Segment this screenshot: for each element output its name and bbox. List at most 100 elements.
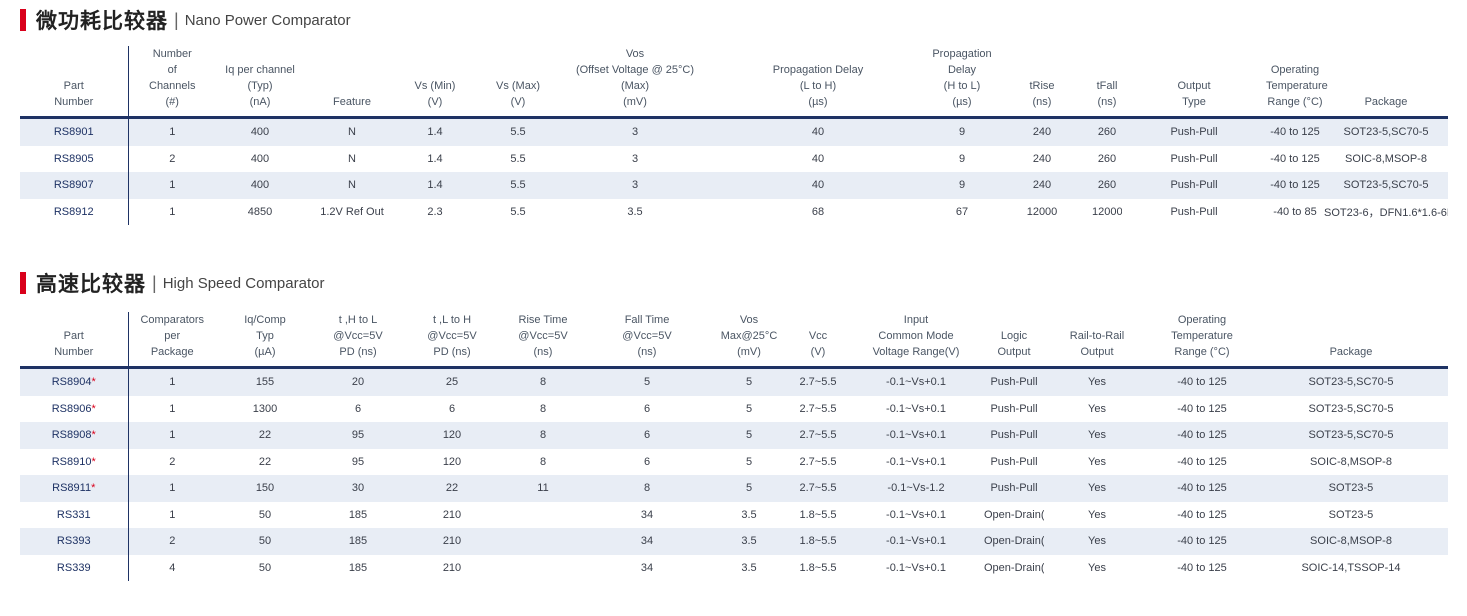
table-cell: 8 — [502, 422, 584, 449]
part-number-cell: RS8901 — [20, 117, 129, 146]
table-cell: 5.5 — [510, 152, 526, 165]
table-cell: SOT23-5,SC70-5 — [1254, 367, 1448, 396]
table-row: RS8905 2 400 N 1.4 5.5 3 40 9 240 260 Push-Pull -40 … — [20, 145, 1448, 172]
nano-header-row: Part Number Number of Channels (#) Iq per … — [20, 46, 1448, 118]
part-number-cell: RS8911* — [20, 475, 129, 502]
table-cell: N — [304, 117, 400, 146]
table-cell: 34 — [584, 528, 710, 555]
table-cell: 4 — [169, 561, 176, 574]
table-cell: 95 — [351, 455, 365, 468]
table-cell: 1 — [128, 172, 216, 199]
table-cell: -40 to 85 — [1273, 205, 1317, 218]
part-number-cell: RS8908* — [20, 422, 129, 449]
column-header: Logic Output — [997, 330, 1031, 358]
table-cell: 11 — [502, 475, 584, 502]
table-cell: 30 — [314, 475, 402, 502]
table-cell: -40 to 125 — [1150, 422, 1254, 449]
table-row: RS8910* 2 22 95 120 8 6 5 2.7~5.5 -0.1~Vs+0.1 Push… — [20, 448, 1448, 475]
table-cell: 22 — [216, 422, 314, 449]
table-cell: 5 — [710, 367, 788, 396]
column-header: Vs (Max) (V) — [496, 80, 540, 108]
table-cell: Push-Pull — [990, 455, 1038, 468]
part-number: RS8912 — [53, 205, 94, 218]
table-cell: 260 — [1092, 117, 1122, 146]
part-number-cell: RS8906* — [20, 395, 129, 422]
table-cell: 34 — [640, 561, 654, 574]
table-cell: 40 — [704, 172, 932, 199]
highspeed-title-cn: 高速比较器 — [36, 272, 146, 296]
table-cell: Open-Drain(NFET) — [984, 528, 1044, 555]
table-cell: Yes — [1088, 561, 1106, 574]
part-number: RS8907 — [53, 179, 94, 192]
table-cell: SOIC-8,MSOP-8 — [1310, 455, 1392, 468]
table-cell: 8 — [584, 475, 710, 502]
footnote-star: * — [91, 455, 96, 468]
table-cell: 2.7~5.5 — [788, 475, 848, 502]
table-row: RS8906* 1 1300 6 6 8 6 5 2.7~5.5 -0.1~Vs+0.1 Push-… — [20, 395, 1448, 422]
table-cell: 1.4 — [400, 117, 470, 146]
table-cell: 5 — [710, 475, 788, 502]
table-cell: 1 — [169, 402, 176, 415]
table-cell: -40 to 125 — [1177, 455, 1227, 468]
table-cell: 1 — [128, 367, 216, 396]
table-cell: -40 to 125 — [1177, 508, 1227, 521]
table-cell: -0.1~Vs-1.2 — [848, 475, 984, 502]
table-cell: 5.5 — [470, 117, 566, 146]
table-cell: SOT23-6，DFN1.6*1.6-6L — [1324, 206, 1448, 219]
high-speed-table: Part Number Comparators per Package Iq/Com… — [20, 312, 1448, 581]
table-cell: 1300 — [252, 402, 278, 415]
table-cell: 6 — [643, 402, 651, 415]
table-cell: -40 to 125 — [1150, 367, 1254, 396]
table-cell: SOIC-8,MSOP-8 — [1254, 528, 1448, 555]
table-cell: 1 — [128, 422, 216, 449]
table-cell: 68 — [811, 205, 825, 218]
table-cell: 2.7~5.5 — [788, 422, 848, 449]
column-header: Number of Channels (#) — [149, 48, 196, 108]
table-row: RS331 1 50 185 210 34 3.5 1.8~5.5 -0.1~Vs+0.1 Ope… — [20, 501, 1448, 529]
table-cell: 9 — [932, 117, 992, 146]
table-cell: -40 to 125 — [1270, 152, 1320, 165]
table-cell: 12000 — [1026, 205, 1058, 218]
table-cell: 50 — [258, 508, 272, 521]
table-cell: Yes — [1044, 367, 1150, 396]
table-cell: 8 — [539, 455, 547, 468]
table-cell: 400 — [216, 172, 304, 199]
table-cell: 1.8~5.5 — [788, 528, 848, 555]
column-header: Propagation Delay (H to L) (µs) — [932, 48, 992, 108]
column-header: t ,H to L @Vcc=5V PD (ns) — [333, 314, 383, 358]
table-cell: 67 — [955, 205, 969, 218]
part-number-cell: RS8905 — [20, 145, 129, 172]
part-number-cell: RS8904* — [20, 367, 129, 396]
table-cell: 6 — [448, 402, 456, 415]
table-cell: 5 — [745, 455, 753, 468]
part-number-cell: RS8910* — [20, 448, 129, 475]
red-accent-bar — [20, 9, 26, 31]
table-cell: Push-Pull — [984, 475, 1044, 502]
part-number-cell: RS8907 — [20, 172, 129, 199]
table-row: RS8911* 1 150 30 22 11 8 5 2.7~5.5 -0.1~Vs-1.2 Pus… — [20, 475, 1448, 502]
table-cell: Push-Pull — [984, 367, 1044, 396]
table-cell: -0.1~Vs+0.1 — [886, 561, 946, 574]
table-cell: 1.4 — [400, 172, 470, 199]
table-cell: 9 — [958, 152, 966, 165]
highspeed-table-body: RS8904* 1 155 20 25 8 5 5 2.7~5.5 -0.1~Vs+0.1 Push… — [20, 367, 1448, 581]
table-cell: -40 to 125 — [1177, 561, 1227, 574]
column-header: Comparators per Package — [140, 314, 205, 358]
table-cell: SOIC-8,MSOP-8 — [1345, 152, 1427, 165]
footnote-star: * — [91, 429, 96, 442]
footnote-star: * — [91, 402, 96, 415]
table-cell: 40 — [811, 152, 825, 165]
table-cell: 2.3 — [427, 205, 443, 218]
nano-title-en: Nano Power Comparator — [184, 11, 351, 29]
part-number: RS393 — [56, 535, 91, 548]
table-cell: Yes — [1044, 528, 1150, 555]
title-separator: | — [174, 9, 179, 30]
table-cell: -40 to 125 — [1150, 475, 1254, 502]
column-header: Rise Time @Vcc=5V (ns) — [518, 314, 568, 358]
column-header: Part Number — [20, 46, 129, 118]
table-row: RS393 2 50 185 210 34 3.5 1.8~5.5 -0.1~Vs+0.1 Ope… — [20, 528, 1448, 555]
table-cell — [502, 502, 584, 529]
table-cell: 3.5 — [627, 205, 643, 218]
table-cell: SOT23-5 — [1328, 508, 1374, 521]
table-cell: 185 — [314, 528, 402, 555]
